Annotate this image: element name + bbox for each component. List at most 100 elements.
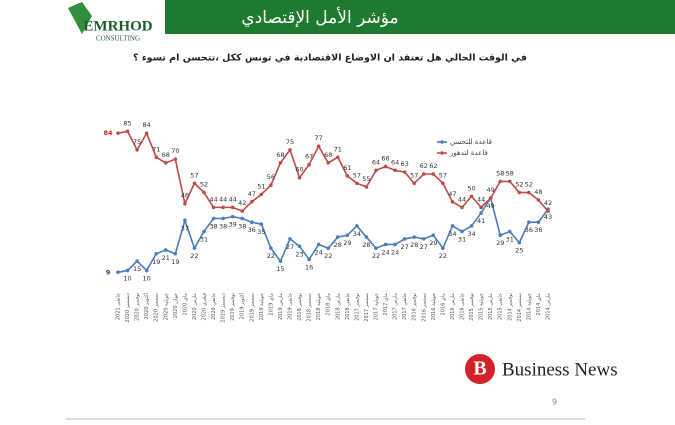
x-tick-label: جانفي 2015 — [498, 293, 504, 320]
point — [431, 233, 436, 238]
data-label: 51 — [257, 182, 265, 190]
point — [221, 205, 225, 210]
point — [316, 144, 321, 148]
point — [297, 244, 302, 249]
x-tick-label: جويلية 2015 — [479, 293, 485, 320]
x-tick-label: سبتمبر 2016 — [421, 293, 427, 322]
data-label: 29 — [496, 239, 504, 247]
point — [125, 129, 130, 134]
point — [498, 179, 503, 184]
data-label: 31 — [458, 235, 466, 243]
point — [441, 246, 445, 250]
data-label: 70 — [171, 147, 179, 155]
point — [527, 220, 531, 225]
data-label: 64 — [391, 158, 399, 166]
logo-name: EMRHOD — [83, 18, 152, 34]
x-tick-label: أكتوبر 2020 — [143, 292, 150, 319]
x-tick-label: نوفمبر 2014 — [507, 293, 513, 321]
data-label: 44 — [219, 195, 227, 203]
data-label: 52 — [525, 181, 533, 189]
point — [507, 179, 512, 184]
point — [230, 205, 235, 210]
brand-name: Business News — [502, 359, 618, 380]
data-label: 61 — [343, 164, 351, 172]
data-label: 22 — [324, 252, 332, 260]
data-label: 36 — [534, 226, 542, 234]
point — [249, 220, 254, 225]
point — [211, 216, 216, 221]
point — [249, 200, 254, 204]
data-label: 36 — [248, 226, 256, 234]
data-label: 64 — [372, 158, 380, 166]
series-line — [117, 196, 549, 274]
point — [469, 194, 474, 199]
data-label: 68 — [276, 151, 284, 159]
point — [202, 229, 206, 234]
x-tick-label: جانفي 2018 — [345, 293, 351, 320]
point — [393, 242, 397, 247]
data-label: 43 — [544, 213, 552, 221]
point — [278, 161, 283, 165]
point — [374, 168, 378, 173]
header-bar — [165, 0, 675, 34]
x-tick-label: مارس 2018 — [335, 293, 341, 320]
data-label: 27 — [286, 243, 294, 251]
data-label: 44 — [209, 195, 217, 203]
data-label: 19 — [152, 258, 160, 266]
data-label: 56 — [267, 173, 275, 181]
point — [546, 209, 550, 213]
x-tick-label: ديسمبر 2019 — [221, 293, 227, 323]
data-label: 52 — [200, 181, 208, 189]
point — [221, 216, 225, 221]
data-label: 34 — [467, 230, 475, 238]
data-label: 57 — [410, 171, 418, 179]
point — [345, 233, 350, 238]
point — [469, 224, 474, 228]
point — [202, 190, 206, 195]
x-tick-label: نوفمبر 2020 — [135, 293, 141, 321]
data-label: 66 — [381, 155, 389, 163]
data-label: 68 — [324, 151, 332, 159]
point — [364, 185, 369, 189]
data-label: 15 — [276, 265, 284, 273]
header-title: مؤشر الأمل الإقتصادي — [241, 7, 398, 28]
data-label: 24 — [391, 248, 399, 256]
data-label: 71 — [334, 145, 342, 153]
data-label: 29 — [429, 239, 437, 247]
x-tick-label: مارس 2017 — [393, 293, 399, 320]
data-label: 44 — [229, 195, 237, 203]
data-label: 38 — [209, 223, 217, 231]
x-tick-label: ماي 2020 — [182, 293, 188, 316]
x-tick-label: مارس 2020 — [192, 293, 198, 320]
data-label: 15 — [133, 265, 141, 273]
legend-label: قاعدة للتحسن — [450, 138, 492, 146]
logo-icon — [68, 2, 92, 34]
x-tick-label: جويلية 2014 — [526, 293, 532, 320]
data-label: 84 — [143, 121, 151, 129]
data-label: 42 — [238, 199, 246, 207]
data-label: 57 — [190, 171, 198, 179]
brand-icon — [465, 354, 495, 384]
point — [402, 237, 407, 241]
point — [345, 174, 350, 178]
point — [173, 251, 178, 256]
point — [412, 181, 417, 186]
point — [163, 248, 168, 252]
point — [326, 161, 331, 165]
x-tick-label: جانفي 2020 — [211, 293, 217, 320]
x-tick-label: أكتوبر 2019 — [239, 292, 246, 319]
point — [316, 242, 321, 247]
point — [269, 246, 273, 250]
x-tick-label: نوفمبر 2015 — [469, 293, 475, 321]
data-label: 44 — [477, 195, 485, 203]
point — [479, 211, 483, 215]
x-tick-label: جانفي 2017 — [402, 293, 408, 320]
point — [507, 229, 512, 234]
point — [498, 233, 503, 238]
point — [183, 201, 187, 206]
data-label: 41 — [477, 217, 485, 225]
data-label: 28 — [410, 241, 418, 249]
data-label: 47 — [248, 190, 256, 198]
data-label: 38 — [238, 223, 246, 231]
